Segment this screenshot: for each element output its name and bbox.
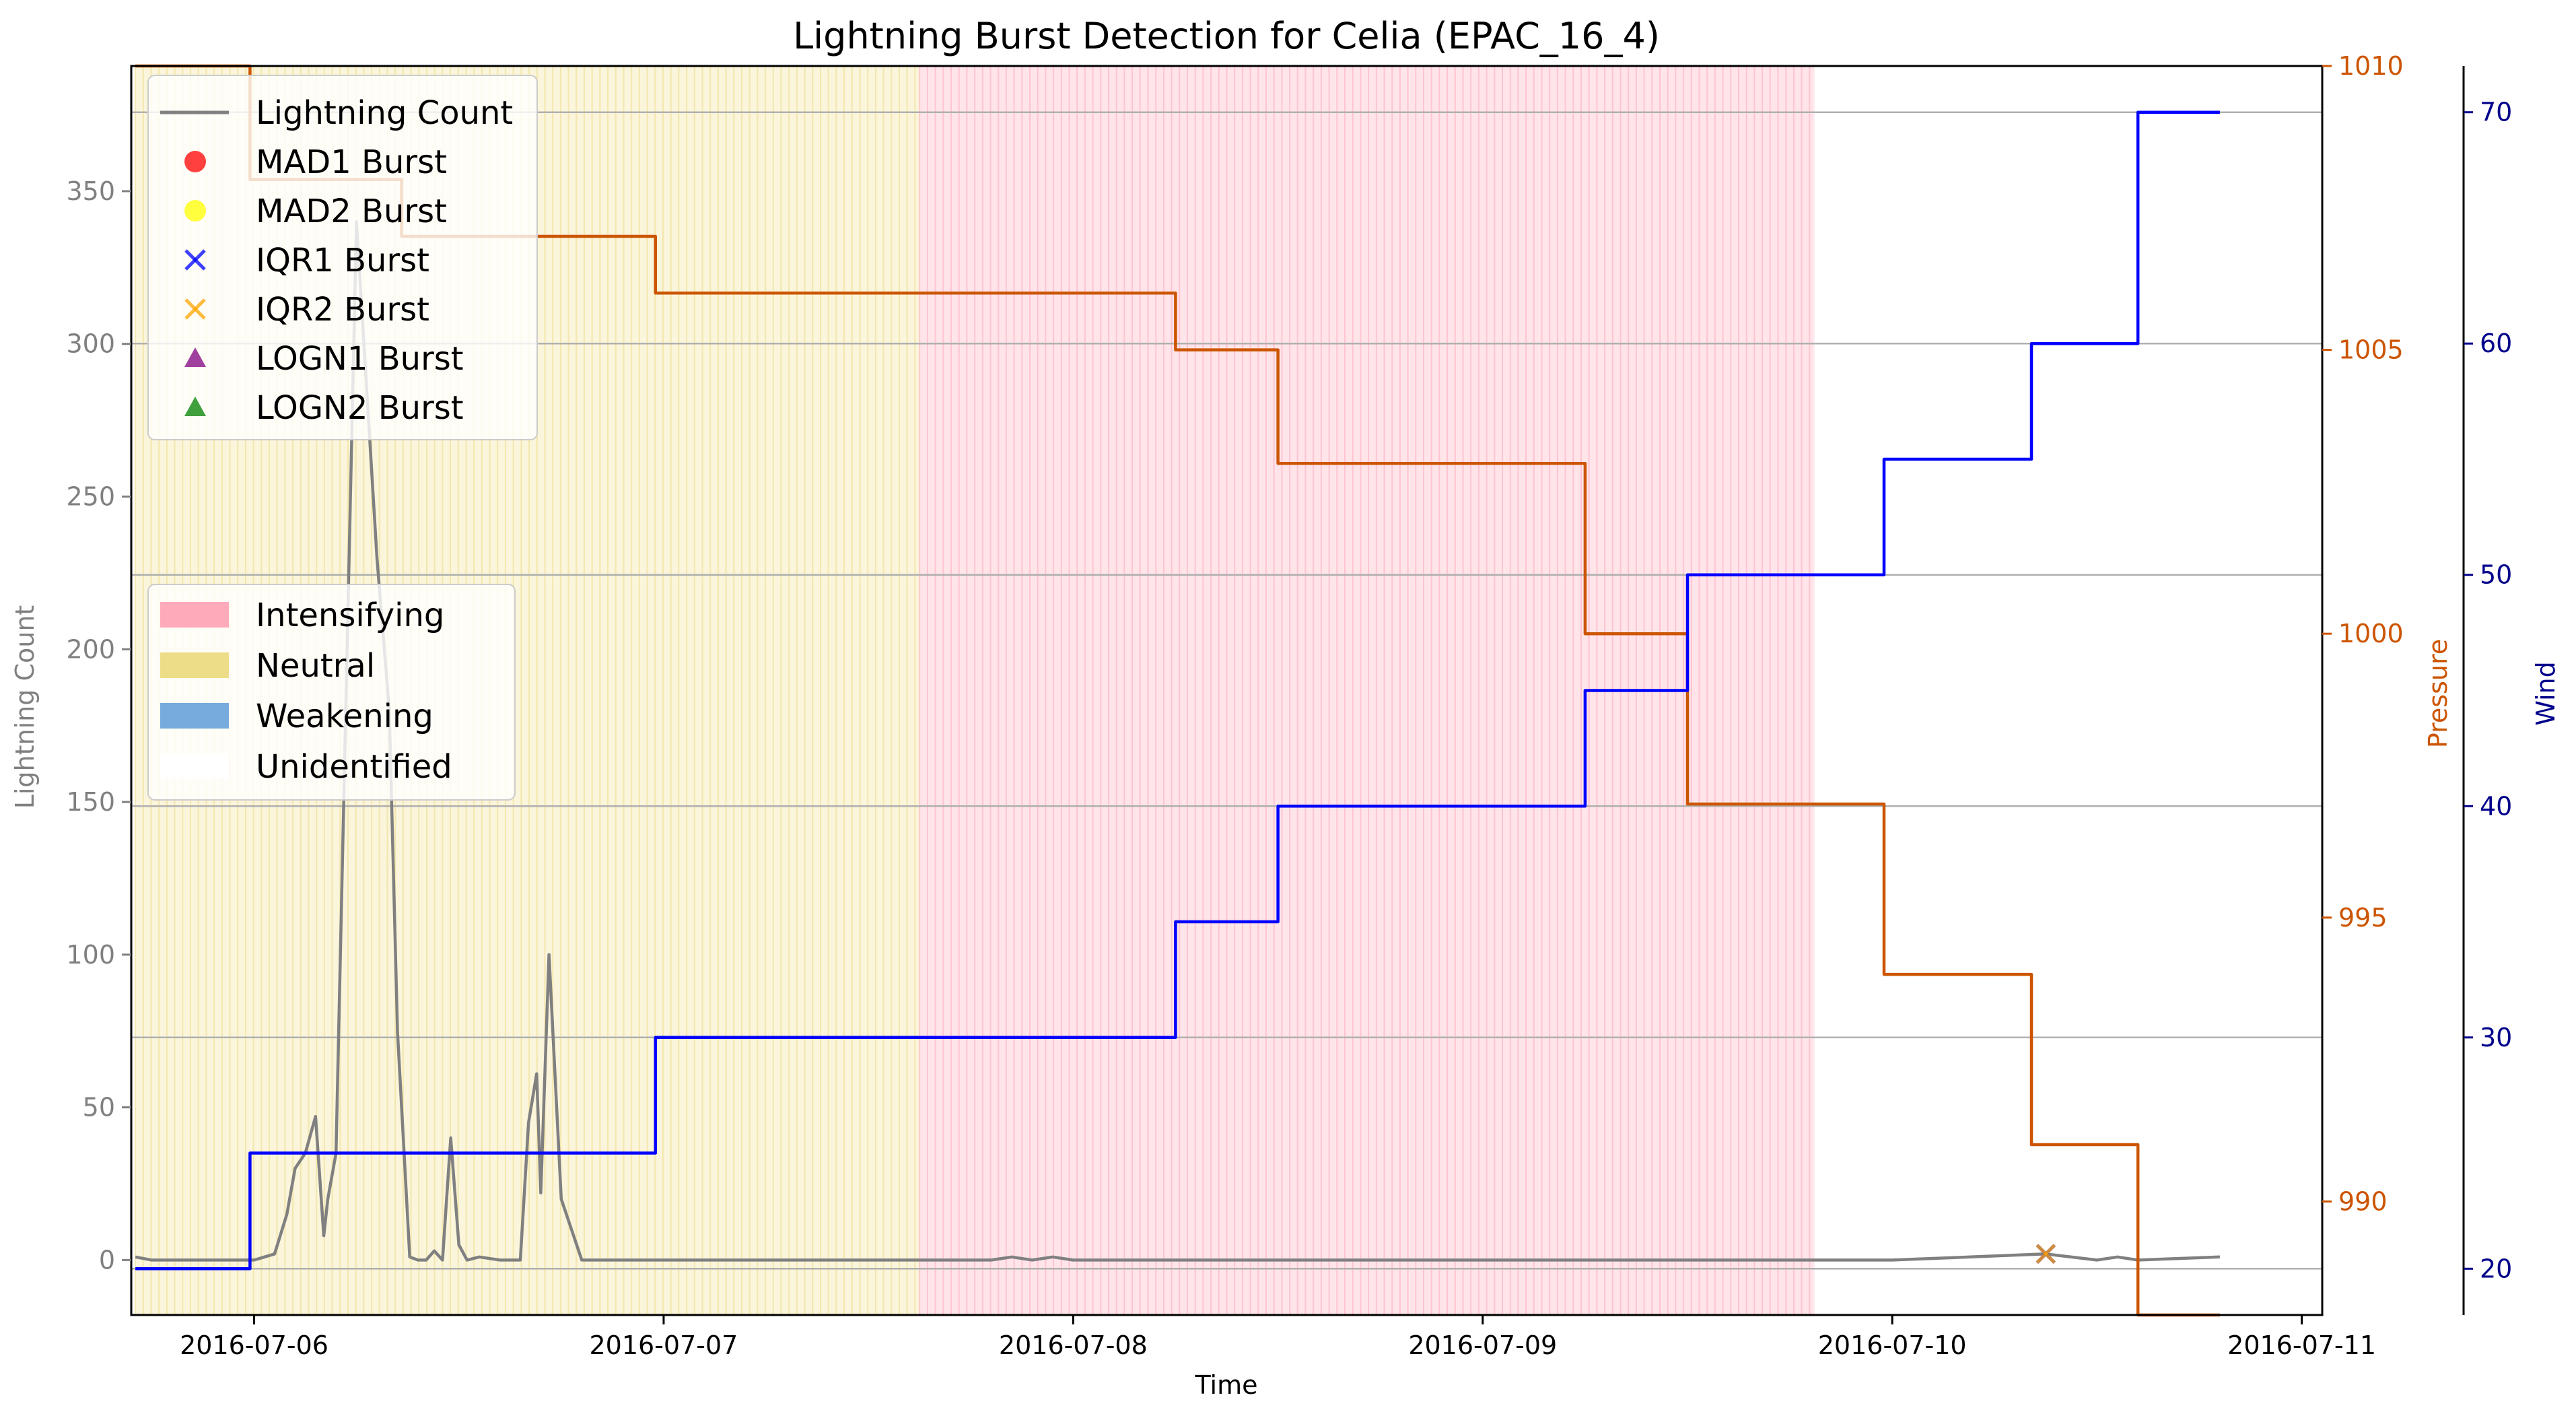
axes: 2016-07-06 2016-07-07 2016-07-08 2016-07-09… [66, 51, 2512, 1360]
wind-tick-label: 30 [2480, 1023, 2512, 1052]
x-tick-label: 2016-07-09 [1408, 1330, 1557, 1360]
legend-phase-swatch [160, 652, 229, 678]
lightning-tick-label: 250 [66, 481, 115, 511]
legend-swatch-stroke [184, 249, 206, 271]
legend-phase-label: Unidentified [256, 748, 452, 786]
x-tick-label: 2016-07-07 [590, 1330, 738, 1360]
legend-swatch-stroke [184, 298, 206, 320]
legend-phase-swatch [160, 703, 229, 729]
wind-tick-label: 70 [2480, 98, 2512, 127]
legend-bursts: Lightning Count MAD1 Burst MAD2 Burst IQR1 … [147, 75, 538, 440]
lightning-tick-label: 350 [66, 176, 115, 206]
x-axis-label: Time [1195, 1370, 1258, 1400]
legend-swatch-triangle [184, 347, 206, 367]
legend-phases-frame [147, 584, 516, 801]
legend-frame [147, 75, 538, 440]
legend-label: IQR1 Burst [256, 242, 429, 279]
pressure-axis-label: Pressure [2423, 639, 2453, 748]
legend-phases: Intensifying Neutral Weakening Unidentified [147, 584, 516, 801]
wind-line [135, 110, 2220, 1271]
lightning-tick-label: 50 [83, 1093, 115, 1122]
wind-tick-label: 20 [2480, 1254, 2512, 1283]
burst-markers [2035, 1244, 2056, 1265]
lightning-count-line [135, 220, 2220, 1262]
plot-frame [130, 65, 2324, 1316]
wind-tick-label: 40 [2480, 791, 2512, 821]
legend-phase-swatch [160, 753, 229, 779]
lightning-tick-label: 150 [66, 787, 115, 817]
legend-swatch-circle [184, 151, 206, 172]
x-tick-label: 2016-07-11 [2227, 1330, 2376, 1360]
legend-label: MAD1 Burst [256, 143, 447, 181]
pressure-tick-label: 1010 [2338, 51, 2404, 81]
lightning-tick-label: 200 [66, 634, 115, 664]
lightning-tick-label: 100 [66, 940, 115, 970]
legend-swatch-triangle [184, 397, 206, 416]
wind-tick-label: 60 [2480, 329, 2512, 358]
x-tick-label: 2016-07-08 [999, 1330, 1148, 1360]
x-tick-label: 2016-07-06 [180, 1330, 328, 1360]
legend-swatch-circle [184, 200, 206, 222]
legend-label: MAD2 Burst [256, 193, 447, 230]
legend-phase-label: Neutral [256, 647, 375, 685]
wind-axis-label: Wind [2531, 661, 2561, 726]
pressure-tick-label: 1005 [2338, 335, 2404, 365]
wind-tick-label: 50 [2480, 560, 2512, 590]
legend-label: LOGN2 Burst [256, 389, 464, 427]
legend-label: LOGN1 Burst [256, 340, 464, 378]
legend-phase-swatch [160, 602, 229, 628]
lightning-tick-label: 0 [99, 1245, 115, 1275]
pressure-tick-label: 1000 [2338, 619, 2404, 648]
legend-phase-label: Intensifying [256, 597, 444, 634]
legend-swatch-x [184, 249, 206, 271]
x-tick-label: 2016-07-10 [1818, 1330, 1967, 1360]
legend-label: Lightning Count [256, 94, 513, 132]
chart-title: Lightning Burst Detection for Celia (EPA… [793, 15, 1660, 57]
lightning-tick-label: 300 [66, 329, 115, 359]
marker-stroke [2035, 1244, 2056, 1265]
lightning-axis-label: Lightning Count [10, 605, 40, 809]
pressure-tick-label: 990 [2338, 1186, 2388, 1216]
legend-label: IQR2 Burst [256, 291, 429, 329]
iqr2-burst-marker [2035, 1244, 2056, 1265]
legend-phase-label: Weakening [256, 698, 433, 735]
pressure-tick-label: 995 [2338, 903, 2388, 933]
legend-swatch-x [184, 298, 206, 320]
